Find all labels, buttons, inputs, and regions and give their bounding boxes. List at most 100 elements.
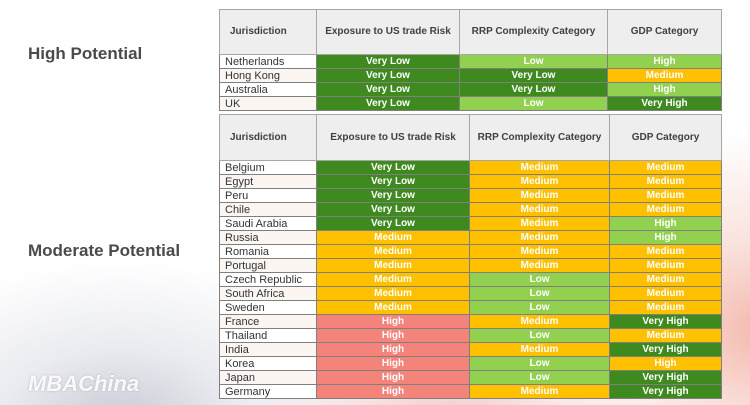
rrp-cell: Medium <box>469 342 610 357</box>
gdp-cell: Very High <box>609 314 722 329</box>
table-row: UK Very Low Low Very High <box>219 96 722 111</box>
moderate-potential-table: Jurisdiction Exposure to US trade Risk R… <box>219 114 722 399</box>
table-row: Korea High Low High <box>219 356 722 371</box>
table-row: India High Medium Very High <box>219 342 722 357</box>
exposure-cell: Medium <box>316 244 470 259</box>
gdp-cell: Medium <box>609 202 722 217</box>
rrp-cell: Medium <box>469 188 610 203</box>
jurisdiction-cell: Australia <box>219 82 317 97</box>
table-row: Australia Very Low Very Low High <box>219 82 722 97</box>
table-row: Germany High Medium Very High <box>219 384 722 399</box>
gdp-cell: Medium <box>609 286 722 301</box>
gdp-cell: High <box>607 82 722 97</box>
jurisdiction-cell: Thailand <box>219 328 317 343</box>
rrp-cell: Very Low <box>459 82 608 97</box>
exposure-cell: Medium <box>316 286 470 301</box>
rrp-cell: Medium <box>469 244 610 259</box>
table-row: Belgium Very Low Medium Medium <box>219 160 722 175</box>
table-row: Czech Republic Medium Low Medium <box>219 272 722 287</box>
table-row: Portugal Medium Medium Medium <box>219 258 722 273</box>
table-row: Egypt Very Low Medium Medium <box>219 174 722 189</box>
high-potential-table: Jurisdiction Exposure to US trade Risk R… <box>219 9 722 111</box>
gdp-cell: High <box>609 216 722 231</box>
exposure-cell: Medium <box>316 230 470 245</box>
jurisdiction-cell: Peru <box>219 188 317 203</box>
rrp-cell: Low <box>469 328 610 343</box>
exposure-cell: High <box>316 356 470 371</box>
exposure-cell: Very Low <box>316 216 470 231</box>
table-row: France High Medium Very High <box>219 314 722 329</box>
gdp-cell: Medium <box>607 68 722 83</box>
rrp-cell: Medium <box>469 230 610 245</box>
gdp-cell: Medium <box>609 328 722 343</box>
jurisdiction-cell: Belgium <box>219 160 317 175</box>
exposure-cell: Medium <box>316 300 470 315</box>
gdp-cell: Medium <box>609 258 722 273</box>
gdp-cell: Medium <box>609 160 722 175</box>
gdp-cell: Medium <box>609 188 722 203</box>
exposure-cell: Very Low <box>316 82 460 97</box>
header-exposure: Exposure to US trade Risk <box>316 9 460 55</box>
rrp-cell: Low <box>459 54 608 69</box>
gdp-cell: High <box>609 230 722 245</box>
rrp-cell: Medium <box>469 216 610 231</box>
rrp-cell: Low <box>459 96 608 111</box>
exposure-cell: High <box>316 342 470 357</box>
gdp-cell: Very High <box>609 342 722 357</box>
exposure-cell: High <box>316 370 470 385</box>
exposure-cell: Medium <box>316 258 470 273</box>
rrp-cell: Low <box>469 356 610 371</box>
gdp-cell: Very High <box>609 384 722 399</box>
jurisdiction-cell: Portugal <box>219 258 317 273</box>
jurisdiction-cell: Chile <box>219 202 317 217</box>
header-jurisdiction: Jurisdiction <box>219 114 317 161</box>
table-row: Thailand High Low Medium <box>219 328 722 343</box>
gdp-cell: Medium <box>609 174 722 189</box>
gdp-cell: High <box>607 54 722 69</box>
jurisdiction-cell: Russia <box>219 230 317 245</box>
header-rrp: RRP Complexity Category <box>459 9 608 55</box>
section-label-high-potential: High Potential <box>28 44 143 63</box>
exposure-cell: High <box>316 328 470 343</box>
watermark-logo: MBAChina <box>28 371 140 396</box>
table-row: Chile Very Low Medium Medium <box>219 202 722 217</box>
jurisdiction-cell: Sweden <box>219 300 317 315</box>
rrp-cell: Very Low <box>459 68 608 83</box>
table-row: South Africa Medium Low Medium <box>219 286 722 301</box>
jurisdiction-cell: Egypt <box>219 174 317 189</box>
jurisdiction-cell: Saudi Arabia <box>219 216 317 231</box>
exposure-cell: High <box>316 384 470 399</box>
jurisdiction-cell: Germany <box>219 384 317 399</box>
gdp-cell: Very High <box>609 370 722 385</box>
jurisdiction-cell: South Africa <box>219 286 317 301</box>
gdp-cell: Medium <box>609 300 722 315</box>
exposure-cell: Medium <box>316 272 470 287</box>
jurisdiction-cell: UK <box>219 96 317 111</box>
jurisdiction-cell: Korea <box>219 356 317 371</box>
gdp-cell: High <box>609 356 722 371</box>
header-exposure: Exposure to US trade Risk <box>316 114 470 161</box>
jurisdiction-cell: India <box>219 342 317 357</box>
rrp-cell: Medium <box>469 258 610 273</box>
jurisdiction-cell: Netherlands <box>219 54 317 69</box>
rrp-cell: Medium <box>469 160 610 175</box>
table-row: Hong Kong Very Low Very Low Medium <box>219 68 722 83</box>
exposure-cell: Very Low <box>316 174 470 189</box>
jurisdiction-cell: France <box>219 314 317 329</box>
table-row: Saudi Arabia Very Low Medium High <box>219 216 722 231</box>
table-row: Russia Medium Medium High <box>219 230 722 245</box>
rrp-cell: Medium <box>469 202 610 217</box>
header-gdp: GDP Category <box>609 114 722 161</box>
table-row: Sweden Medium Low Medium <box>219 300 722 315</box>
gdp-cell: Medium <box>609 272 722 287</box>
table-row: Japan High Low Very High <box>219 370 722 385</box>
table-row: Netherlands Very Low Low High <box>219 54 722 69</box>
rrp-cell: Medium <box>469 314 610 329</box>
table-row: Peru Very Low Medium Medium <box>219 188 722 203</box>
exposure-cell: Very Low <box>316 160 470 175</box>
exposure-cell: Very Low <box>316 188 470 203</box>
header-gdp: GDP Category <box>607 9 722 55</box>
jurisdiction-cell: Romania <box>219 244 317 259</box>
exposure-cell: Very Low <box>316 202 470 217</box>
gdp-cell: Very High <box>607 96 722 111</box>
